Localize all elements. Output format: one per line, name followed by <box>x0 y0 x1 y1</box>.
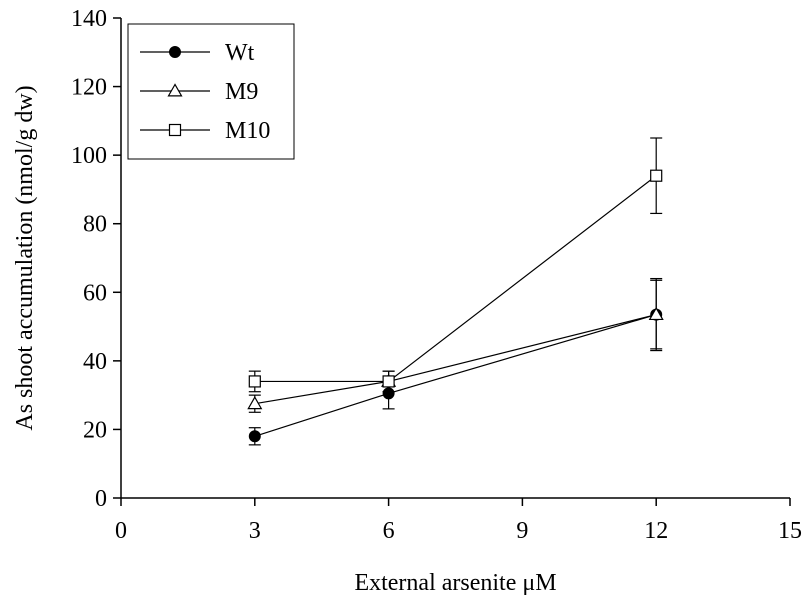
legend-label: Wt <box>225 40 255 66</box>
series-line <box>254 175 657 383</box>
legend: Wt M9 M10 <box>127 23 295 160</box>
legend-marker <box>169 46 181 58</box>
series-m9 <box>247 277 664 413</box>
legend-item-m9: M9 <box>140 79 258 105</box>
y-tick-label: 40 <box>83 349 107 375</box>
data-point <box>247 396 263 410</box>
legend-item-m10: M10 <box>140 118 270 144</box>
series-line <box>254 313 657 405</box>
y-tick-label: 120 <box>71 75 107 101</box>
y-axis-title: As shoot accumulation (nmol/g dw) <box>12 85 38 430</box>
y-tick-label: 100 <box>71 143 107 169</box>
legend-marker <box>167 83 183 97</box>
y-tick-label: 0 <box>95 486 107 512</box>
x-tick-label: 0 <box>115 518 127 544</box>
data-point <box>382 375 395 388</box>
data-point <box>650 169 663 182</box>
x-tick-label: 12 <box>644 518 668 544</box>
y-tick-label: 80 <box>83 212 107 238</box>
legend-label: M9 <box>225 79 258 105</box>
axes <box>120 18 790 499</box>
series-layer <box>247 137 664 446</box>
y-tick-label: 20 <box>83 417 107 443</box>
x-tick-label: 6 <box>383 518 395 544</box>
data-point <box>248 430 261 443</box>
x-tick-label: 15 <box>778 518 802 544</box>
series-line <box>254 313 657 437</box>
legend-item-wt: Wt <box>140 40 255 66</box>
x-tick-label: 9 <box>516 518 528 544</box>
series-m10 <box>248 137 663 393</box>
data-point <box>648 306 664 321</box>
x-tick-label: 3 <box>249 518 261 544</box>
y-tick-label: 60 <box>83 280 107 306</box>
data-point <box>248 375 261 388</box>
y-tick-label: 140 <box>71 6 107 32</box>
y-ticks: 0 20 40 60 80 100 120 140 <box>71 6 121 512</box>
legend-marker <box>168 123 182 137</box>
legend-label: M10 <box>225 118 270 144</box>
x-ticks: 0 3 6 9 12 15 <box>115 498 802 544</box>
x-axis-title: External arsenite μM <box>354 570 556 596</box>
series-wt <box>248 279 663 446</box>
